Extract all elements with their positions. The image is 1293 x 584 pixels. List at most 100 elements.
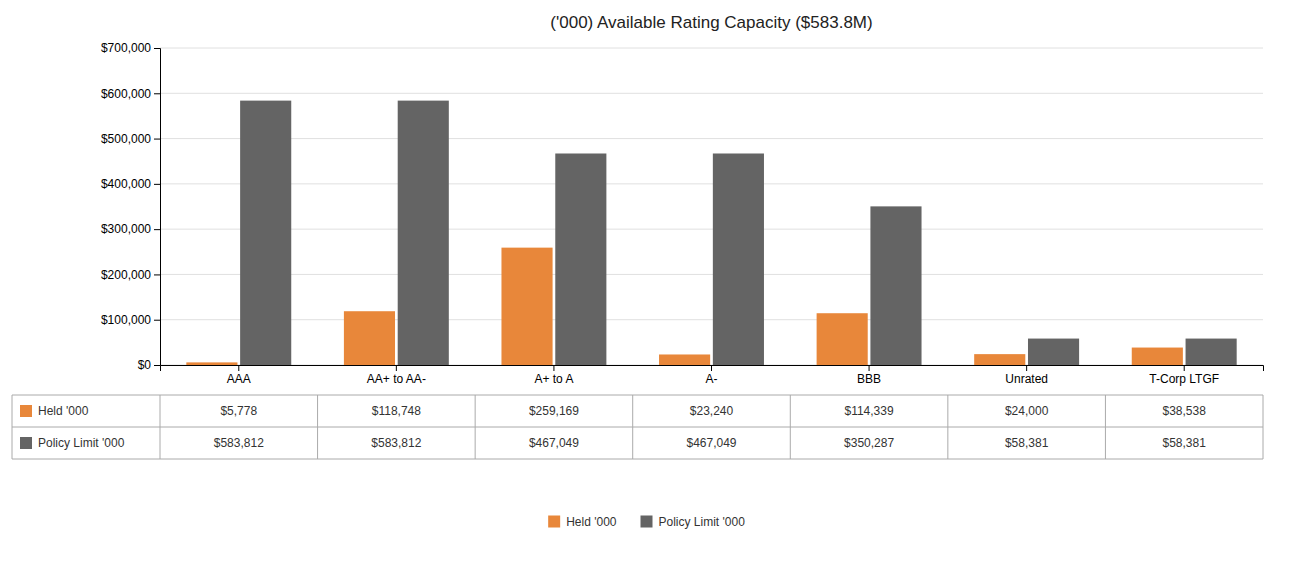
- tick: AA+ to AA-: [367, 365, 426, 386]
- table-cell: $58,381: [1005, 436, 1049, 450]
- bar: [240, 101, 291, 365]
- grid-line: [160, 93, 1263, 94]
- table-cell: $24,000: [1005, 404, 1049, 418]
- tick-label: $400,000: [101, 177, 151, 191]
- tick-label: T-Corp LTGF: [1149, 372, 1219, 386]
- bars: [186, 101, 1236, 365]
- table-border: [12, 395, 13, 459]
- grid-line: [160, 229, 1263, 230]
- bar-series: [186, 248, 1183, 365]
- tick-label: A-: [706, 372, 718, 386]
- table: Held '000$5,778$118,748$259,169$23,240$1…: [12, 395, 1263, 459]
- bar: [344, 311, 395, 365]
- x-axis: AAA AA+ to AA- A+ to A A- BBB Unrated T-Corp L…: [161, 365, 1264, 386]
- tick: A-: [706, 365, 718, 386]
- table-cell: $58,381: [1163, 436, 1207, 450]
- table-swatch: [20, 437, 32, 449]
- y-axis: $0 $100,000 $200,000 $300,000 $400,000 $500,0…: [101, 41, 161, 372]
- bar-series: [240, 101, 1237, 365]
- axis-domain: [154, 49, 161, 366]
- legend-swatch: [641, 516, 653, 528]
- bar: [186, 362, 237, 365]
- bar: [1028, 339, 1079, 365]
- tick-mark: [396, 365, 397, 371]
- bar: [501, 248, 552, 365]
- tick-mark: [154, 139, 160, 140]
- table-cell: $38,538: [1163, 404, 1207, 418]
- tick: $300,000: [101, 222, 160, 236]
- tick-label: $300,000: [101, 222, 151, 236]
- tick-mark: [154, 320, 160, 321]
- tick-mark: [154, 274, 160, 275]
- legend-label: Held '000: [566, 515, 617, 529]
- tick: BBB: [857, 365, 881, 386]
- tick-label: Unrated: [1005, 372, 1048, 386]
- tick-label: BBB: [857, 372, 881, 386]
- grid: [160, 48, 1263, 365]
- table-row-label: Held '000: [38, 404, 89, 418]
- tick-label: A+ to A: [534, 372, 573, 386]
- table-cell: $114,339: [844, 404, 893, 418]
- tick-label: $500,000: [101, 132, 151, 146]
- table-cell: $118,748: [372, 404, 421, 418]
- legend-item: Policy Limit '000: [641, 515, 746, 529]
- tick: AAA: [227, 365, 251, 386]
- table-border: [12, 459, 1263, 460]
- axis-domain: [161, 366, 1264, 372]
- table-border: [1105, 395, 1106, 459]
- tick-mark: [1184, 365, 1185, 371]
- tick-mark: [154, 48, 160, 49]
- tick-mark: [869, 365, 870, 371]
- tick: A+ to A: [534, 365, 573, 386]
- table-cell: $583,812: [371, 436, 421, 450]
- table-border: [1263, 395, 1264, 459]
- plot: $0 $100,000 $200,000 $300,000 $400,000 $500,0…: [101, 41, 1264, 385]
- grid-line: [160, 274, 1263, 275]
- bar: [555, 153, 606, 365]
- tick-mark: [1026, 365, 1027, 371]
- tick-mark: [154, 365, 160, 366]
- table-border: [160, 395, 161, 459]
- tick-label: $600,000: [101, 87, 151, 101]
- tick: $400,000: [101, 177, 160, 191]
- tick-mark: [711, 365, 712, 371]
- table-border: [12, 427, 1263, 428]
- tick-mark: [553, 365, 554, 371]
- legend: Held '000 Policy Limit '000: [548, 515, 745, 529]
- table-row-label: Policy Limit '000: [38, 436, 125, 450]
- table-cell: $583,812: [214, 436, 264, 450]
- tick-mark: [154, 229, 160, 230]
- tick-mark: [154, 184, 160, 185]
- tick: $100,000: [101, 313, 160, 327]
- tick: $0: [138, 358, 160, 372]
- grid-line: [160, 138, 1263, 139]
- tick: Unrated: [1005, 365, 1048, 386]
- grid-line: [160, 319, 1263, 320]
- legend-swatch: [548, 516, 560, 528]
- tick: $200,000: [101, 268, 160, 282]
- chart: ('000) Available Rating Capacity ($583.8…: [0, 0, 1293, 584]
- table-border: [947, 395, 948, 459]
- legend-label: Policy Limit '000: [659, 515, 746, 529]
- bar: [974, 354, 1025, 365]
- table-cell: $350,287: [844, 436, 894, 450]
- tick-mark: [154, 93, 160, 94]
- grid-line: [160, 48, 1263, 49]
- tick-label: AA+ to AA-: [367, 372, 426, 386]
- tick: $700,000: [101, 41, 160, 55]
- bar: [1186, 339, 1237, 365]
- table-cell: $467,049: [686, 436, 736, 450]
- table-border: [12, 395, 1263, 396]
- bar: [870, 206, 921, 365]
- tick-label: $0: [138, 358, 152, 372]
- tick: $500,000: [101, 132, 160, 146]
- tick-label: $700,000: [101, 41, 151, 55]
- title: ('000) Available Rating Capacity ($583.8…: [550, 13, 872, 32]
- bar: [659, 354, 710, 365]
- bar: [713, 153, 764, 365]
- bar: [398, 101, 449, 365]
- bar: [1132, 348, 1183, 365]
- tick: T-Corp LTGF: [1149, 365, 1219, 386]
- tick-label: $100,000: [101, 313, 151, 327]
- legend-item: Held '000: [548, 515, 617, 529]
